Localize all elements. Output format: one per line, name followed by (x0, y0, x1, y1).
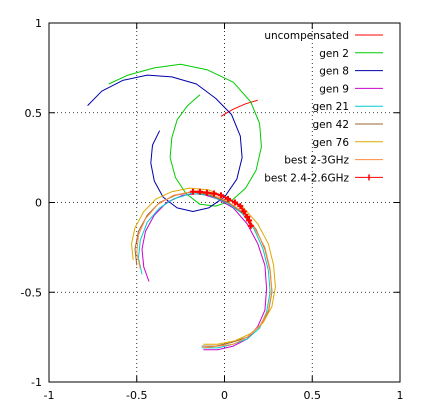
series-line (87, 74, 243, 212)
data-point (246, 217, 253, 224)
data-point (244, 213, 251, 220)
series-line (108, 63, 262, 207)
axes: -1 -0.5 0 0.5 1 -1 -0.5 0 0.5 1 (21, 17, 404, 402)
legend-label: gen 9 (319, 83, 349, 95)
legend-entry: uncompensated (264, 30, 383, 42)
legend-label: gen 76 (313, 137, 350, 149)
series-2 (87, 74, 243, 212)
legend-entry: gen 21 (313, 101, 383, 113)
x-tick-label: -0.5 (126, 389, 147, 402)
series-line (220, 99, 258, 117)
legend-label: gen 21 (313, 101, 349, 113)
legend-label: uncompensated (264, 30, 349, 42)
x-tick-label: 0 (221, 389, 228, 402)
y-tick-label: 1 (35, 17, 42, 30)
x-tick-label: 0.5 (304, 389, 322, 402)
legend-label: gen 8 (319, 66, 349, 78)
data-point (196, 188, 203, 195)
data-point (225, 195, 232, 202)
x-tick-label: -1 (44, 389, 55, 402)
data-point (232, 199, 239, 206)
legend-label: best 2-3GHz (284, 155, 349, 167)
y-tick-label: -0.5 (21, 286, 42, 299)
y-tick-label: 0 (35, 197, 42, 210)
series-1 (108, 63, 262, 207)
data-point (217, 192, 224, 199)
data-point (237, 203, 244, 210)
legend-label: gen 42 (313, 119, 349, 131)
data-point (203, 189, 210, 196)
grid (49, 23, 400, 382)
x-tick-label: 1 (397, 389, 404, 402)
y-tick-label: -1 (31, 376, 42, 389)
legend: uncompensated gen 2 gen 8 gen 9 gen 21 gen 42… (264, 30, 383, 184)
legend-entry: gen 8 (319, 66, 383, 78)
plot-area (87, 63, 276, 351)
legend-entry: gen 76 (313, 137, 383, 149)
series-0 (220, 99, 258, 117)
data-point (247, 222, 254, 229)
legend-entry: gen 42 (313, 119, 383, 131)
data-point (189, 188, 196, 195)
data-point (210, 190, 217, 197)
legend-label: best 2.4-2.6GHz (264, 172, 349, 184)
legend-label: gen 2 (319, 48, 349, 60)
data-point (240, 208, 247, 215)
legend-entry: best 2-3GHz (284, 155, 383, 167)
legend-entry: gen 9 (319, 83, 383, 95)
series-8 (189, 188, 254, 229)
legend-entry: best 2.4-2.6GHz (264, 172, 383, 184)
y-tick-label: 0.5 (25, 107, 43, 120)
legend-entry: gen 2 (319, 48, 383, 60)
